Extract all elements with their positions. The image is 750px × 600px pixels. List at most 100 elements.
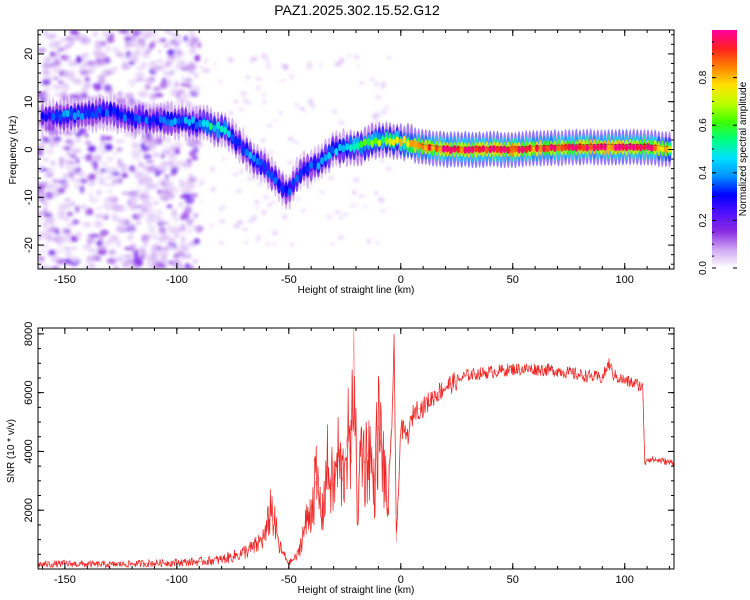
noise-blob [121,167,128,174]
ridge-segment [212,124,217,133]
noise-blob [177,144,183,148]
snr-xtick-label: -100 [166,574,188,586]
ridge-segment [126,111,131,119]
noise-blob [262,194,269,200]
noise-blob [179,180,185,189]
noise-blob [45,236,51,240]
noise-blob [247,219,255,223]
ridge-segment [413,140,418,149]
ridge-segment [556,143,561,152]
noise-blob [87,241,92,247]
noise-blob [70,200,76,207]
noise-blob [102,30,111,38]
ridge-segment [241,147,246,155]
noise-blob [179,83,189,87]
noise-blob [235,188,243,194]
ridge-segment [588,142,593,151]
noise-blob [271,200,277,204]
noise-blob [174,147,180,155]
noise-blob [287,136,294,142]
ridge-segment [76,109,81,118]
snr-xtick-label: 50 [507,574,519,586]
noise-blob [108,124,115,132]
noise-blob [327,175,335,181]
noise-blob [105,242,115,246]
noise-blob [193,212,199,219]
noise-blob [245,75,250,79]
ridge-segment [198,119,203,128]
ridge-segment [409,139,414,148]
noise-blob [338,57,345,63]
spectrogram-ytick-label: -20 [23,237,35,253]
noise-blob [38,262,42,268]
noise-blob [278,111,283,115]
snr-xtick-label: -50 [281,574,297,586]
noise-blob [91,160,99,168]
noise-blob [54,92,64,97]
noise-blob [67,61,78,67]
noise-blob [116,177,123,184]
noise-blob [162,145,169,149]
ridge-segment [298,170,303,179]
noise-blob [171,259,182,267]
ridge-segment [552,144,557,153]
ridge-segment [341,144,346,153]
noise-blob [374,82,379,86]
noise-blob [171,208,177,213]
noise-blob [61,83,69,89]
noise-blob [170,87,178,94]
noise-blob [67,73,76,82]
noise-blob [158,226,167,234]
noise-blob [167,186,177,192]
ridge-segment [208,122,213,131]
ridge-segment [581,143,586,152]
noise-blob [69,246,78,251]
noise-blob [149,228,155,234]
ridge-segment [416,141,421,150]
noise-blob [97,74,106,81]
noise-blob [307,60,312,66]
noise-blob [108,32,115,38]
noise-blob [146,216,153,223]
noise-blob [164,61,172,68]
ridge-segment [151,115,156,123]
ridge-segment [355,142,360,150]
noise-blob [96,206,102,211]
ridge-segment [251,154,256,163]
ridge-segment [108,105,113,113]
noise-blob [174,232,179,238]
noise-blob [94,213,100,218]
noise-blob [38,191,46,198]
noise-blob [169,144,176,152]
noise-blob [87,179,96,187]
ridge-segment [180,115,185,124]
noise-blob [164,42,170,48]
spectrogram-xtick-label: 50 [507,274,519,286]
noise-blob [88,208,94,216]
noise-blob [167,160,174,165]
noise-blob [79,204,88,210]
snr-xtick-label: -150 [54,574,76,586]
noise-blob [57,80,65,85]
noise-blob [84,140,92,146]
ridge-segment [133,113,138,122]
noise-blob [121,65,131,70]
noise-blob [156,59,164,63]
noise-blob [79,66,87,71]
ridge-segment [79,112,84,121]
ridge-segment [624,143,629,152]
ridge-segment [165,118,170,127]
ridge-segment [567,143,572,151]
noise-blob [115,139,125,143]
noise-blob [272,230,278,236]
ridge-segment [148,117,152,126]
noise-blob [41,94,47,98]
noise-blob [358,81,365,85]
noise-blob [123,218,130,227]
noise-blob [374,120,379,124]
noise-blob [199,200,204,204]
ridge-segment [244,148,249,157]
noise-blob [133,50,140,57]
noise-blob [100,149,108,154]
noise-blob [166,204,173,209]
